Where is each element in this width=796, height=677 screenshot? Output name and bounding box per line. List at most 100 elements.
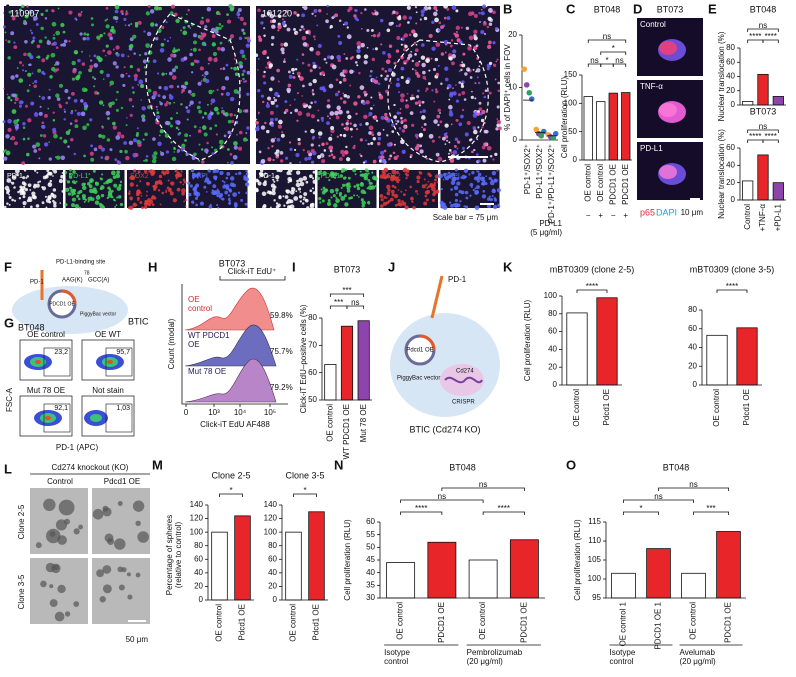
cell-dot <box>116 186 122 191</box>
cell-dot <box>315 50 321 56</box>
cell-dot <box>403 35 406 38</box>
decorations <box>12 270 500 437</box>
cell-dot <box>187 199 190 202</box>
axis-label: Cell proliferation (RLU) <box>343 519 352 601</box>
cell-dot <box>109 36 113 40</box>
cell-dot <box>244 177 250 182</box>
sig-label: *** <box>334 298 343 307</box>
cell-dot <box>23 52 27 57</box>
cell-dot <box>448 112 454 117</box>
cell-dot <box>310 148 315 153</box>
cell-dot <box>73 98 78 103</box>
cell-dot <box>60 155 66 161</box>
cell-dot <box>266 129 270 134</box>
cell-dot <box>469 182 474 187</box>
cell-dot <box>488 195 491 198</box>
cell-dot <box>380 115 385 120</box>
cell-dot <box>333 176 337 179</box>
point <box>521 66 528 72</box>
cell-dot <box>467 69 470 71</box>
tick-label: 40 <box>366 568 375 577</box>
cell-dot <box>133 77 138 82</box>
tick-label: 40 <box>548 345 557 354</box>
cell-dot <box>168 71 173 76</box>
cell-dot <box>173 147 176 151</box>
cell-dot <box>301 95 304 97</box>
ridge <box>184 287 275 331</box>
cell-dot <box>64 171 68 174</box>
tick-label: 20 <box>268 582 277 591</box>
cell-dot <box>203 180 207 183</box>
cell-dot <box>263 34 266 37</box>
cell-dot <box>147 88 152 93</box>
cell-dot <box>76 111 81 116</box>
cell-dot <box>318 197 322 201</box>
cell-dot <box>413 32 418 38</box>
gate-value: 23,2 <box>54 349 68 356</box>
cell-dot <box>147 202 152 207</box>
cell-dot <box>7 127 12 132</box>
cell-dot <box>14 101 17 105</box>
cell-dot <box>174 49 178 53</box>
sig-label: ns <box>759 21 767 30</box>
panel-letter: J <box>388 259 395 274</box>
cell-dot <box>411 123 415 127</box>
cell-dot <box>216 194 220 198</box>
tick-label: 50 <box>366 542 375 551</box>
cell-dot <box>343 52 346 56</box>
cell-dot <box>119 202 124 207</box>
cell-dot <box>189 134 191 137</box>
cell-dot <box>310 114 315 119</box>
cell-dot <box>127 192 131 195</box>
cell-dot <box>327 199 331 202</box>
cell-dot <box>137 196 140 200</box>
cell-dot <box>143 159 145 162</box>
cell-dot <box>18 8 22 12</box>
cell-dot <box>53 204 57 208</box>
cell-dot <box>183 200 185 203</box>
cell-dot <box>89 151 94 156</box>
cell-dot <box>215 189 221 195</box>
cell-dot <box>133 73 139 79</box>
cell-dot <box>289 179 293 183</box>
cell-dot <box>198 159 201 162</box>
condition-sign: + <box>623 211 628 220</box>
cell-dot <box>192 47 197 52</box>
cell-dot <box>163 38 166 41</box>
sig-label: ns <box>654 492 662 501</box>
cell-dot <box>414 6 418 9</box>
cell-dot <box>111 26 115 30</box>
cell-dot <box>112 175 117 179</box>
cell-dot <box>460 68 463 72</box>
cell-dot <box>288 141 292 144</box>
cell-dot <box>400 55 404 60</box>
cell-dot <box>16 123 20 127</box>
cell-dot <box>362 161 366 164</box>
cell-dot <box>397 198 401 203</box>
cell-dot <box>405 189 407 192</box>
cell-dot <box>221 111 224 114</box>
cell-dot <box>31 102 34 105</box>
cell-dot <box>218 139 224 145</box>
category-label: PDCD1 OE 1 <box>654 601 663 649</box>
cell-dot <box>143 169 148 174</box>
cell-dot <box>80 99 84 103</box>
bar <box>772 96 784 106</box>
cell-dot <box>291 67 295 72</box>
cell-dot <box>258 150 262 154</box>
point <box>538 133 545 139</box>
cell-dot <box>346 185 351 190</box>
cell-dot <box>45 9 49 13</box>
cell-dot <box>83 200 86 203</box>
cell-dot <box>370 182 373 185</box>
cell-dot <box>53 201 57 205</box>
panel-letter: G <box>4 315 14 330</box>
cell-dot <box>153 184 158 189</box>
cell-dot <box>140 84 145 89</box>
cell-dot <box>338 109 343 115</box>
tick-label: 120 <box>190 514 204 523</box>
cell-dot <box>30 205 33 209</box>
cell-dot <box>378 91 381 95</box>
cell-dot <box>373 104 375 107</box>
cell-dot <box>15 128 18 131</box>
